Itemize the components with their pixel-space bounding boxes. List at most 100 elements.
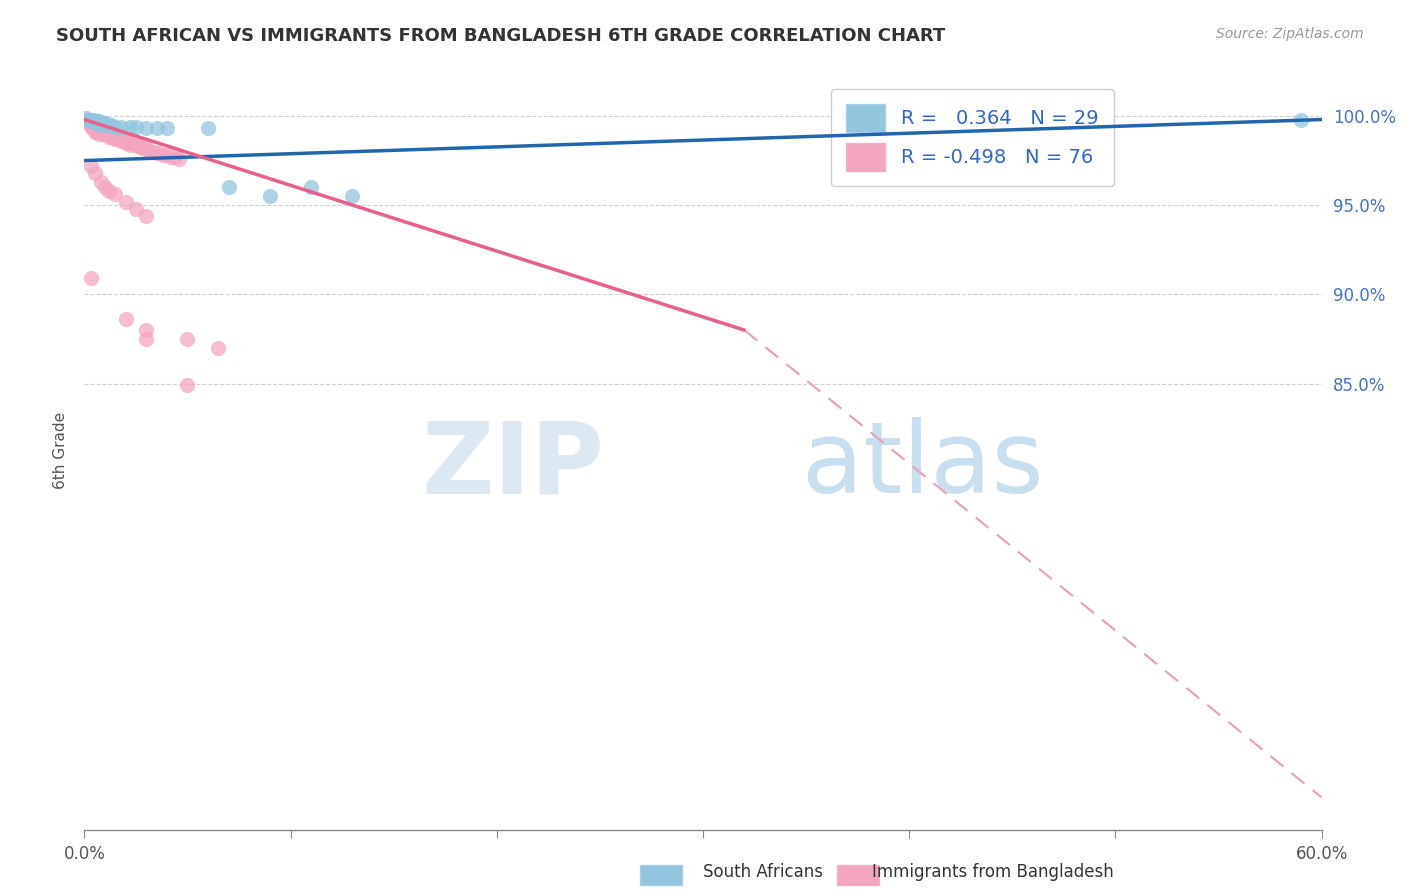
Point [90,118,112,132]
Point [131,141,153,155]
Point [104,120,127,134]
Point [110,120,132,134]
Point [114,312,136,326]
Point [94,180,117,194]
Point [86,114,108,128]
Text: atlas: atlas [801,417,1043,514]
Point [87,125,110,139]
Point [152,148,174,162]
Point [86,116,108,130]
Point [105,132,128,146]
Point [91,127,114,141]
Point [79,112,101,127]
Point [135,323,157,337]
Point [135,332,157,346]
Point [86,120,108,134]
Point [82,121,104,136]
Point [135,121,157,136]
Point [79,116,101,130]
Point [114,134,136,148]
Point [86,123,108,137]
Point [90,175,112,189]
Point [167,152,190,166]
Point [83,121,105,136]
Point [135,141,157,155]
Point [82,120,104,134]
Point [110,134,132,148]
Point [176,378,198,392]
Point [83,118,105,132]
Point [160,150,183,164]
Point [104,187,127,202]
Point [135,209,157,223]
Point [136,143,159,157]
Text: ZIP: ZIP [422,417,605,514]
Legend: R =   0.364   N = 29, R = -0.498   N = 76: R = 0.364 N = 29, R = -0.498 N = 76 [831,88,1114,186]
Point [129,139,152,153]
Point [139,145,162,159]
Point [110,132,132,146]
Point [207,341,229,355]
Point [118,137,141,152]
Point [75,111,97,125]
Point [125,137,148,152]
Point [87,114,110,128]
Point [145,121,167,136]
Point [94,116,117,130]
Point [117,136,139,150]
Point [90,121,112,136]
Point [176,332,198,346]
Point [156,121,179,136]
Point [94,125,117,139]
Text: SOUTH AFRICAN VS IMMIGRANTS FROM BANGLADESH 6TH GRADE CORRELATION CHART: SOUTH AFRICAN VS IMMIGRANTS FROM BANGLAD… [56,27,945,45]
Point [127,139,149,153]
Point [90,125,112,139]
Point [98,127,121,141]
Point [108,132,131,146]
Point [96,118,118,132]
Y-axis label: 6th Grade: 6th Grade [53,412,69,489]
Point [104,132,127,146]
Point [82,116,104,130]
Point [98,184,121,198]
Point [98,130,121,145]
Point [83,114,105,128]
Point [121,136,143,150]
Point [83,116,105,130]
Point [77,114,100,128]
Point [87,127,110,141]
Point [87,121,110,136]
Point [114,194,136,209]
Point [134,141,156,155]
Point [79,159,101,173]
Point [77,112,100,127]
Point [90,116,112,130]
Point [82,112,104,127]
Point [79,118,101,132]
Point [79,120,101,134]
Point [165,150,187,164]
Point [143,145,166,159]
Point [125,202,148,216]
Point [83,120,105,134]
Point [91,123,114,137]
Text: Immigrants from Bangladesh: Immigrants from Bangladesh [872,863,1114,881]
Point [218,180,240,194]
Point [148,146,170,161]
Point [197,121,219,136]
Point [114,136,136,150]
Point [1289,112,1312,127]
Point [77,112,100,127]
Point [100,128,122,143]
Point [103,130,125,145]
Point [141,145,163,159]
Text: South Africans: South Africans [703,863,823,881]
Point [86,125,108,139]
Point [104,130,127,145]
Point [100,118,122,132]
Point [125,120,148,134]
Point [96,127,118,141]
Point [299,180,322,194]
Point [342,189,364,203]
Point [79,271,101,285]
